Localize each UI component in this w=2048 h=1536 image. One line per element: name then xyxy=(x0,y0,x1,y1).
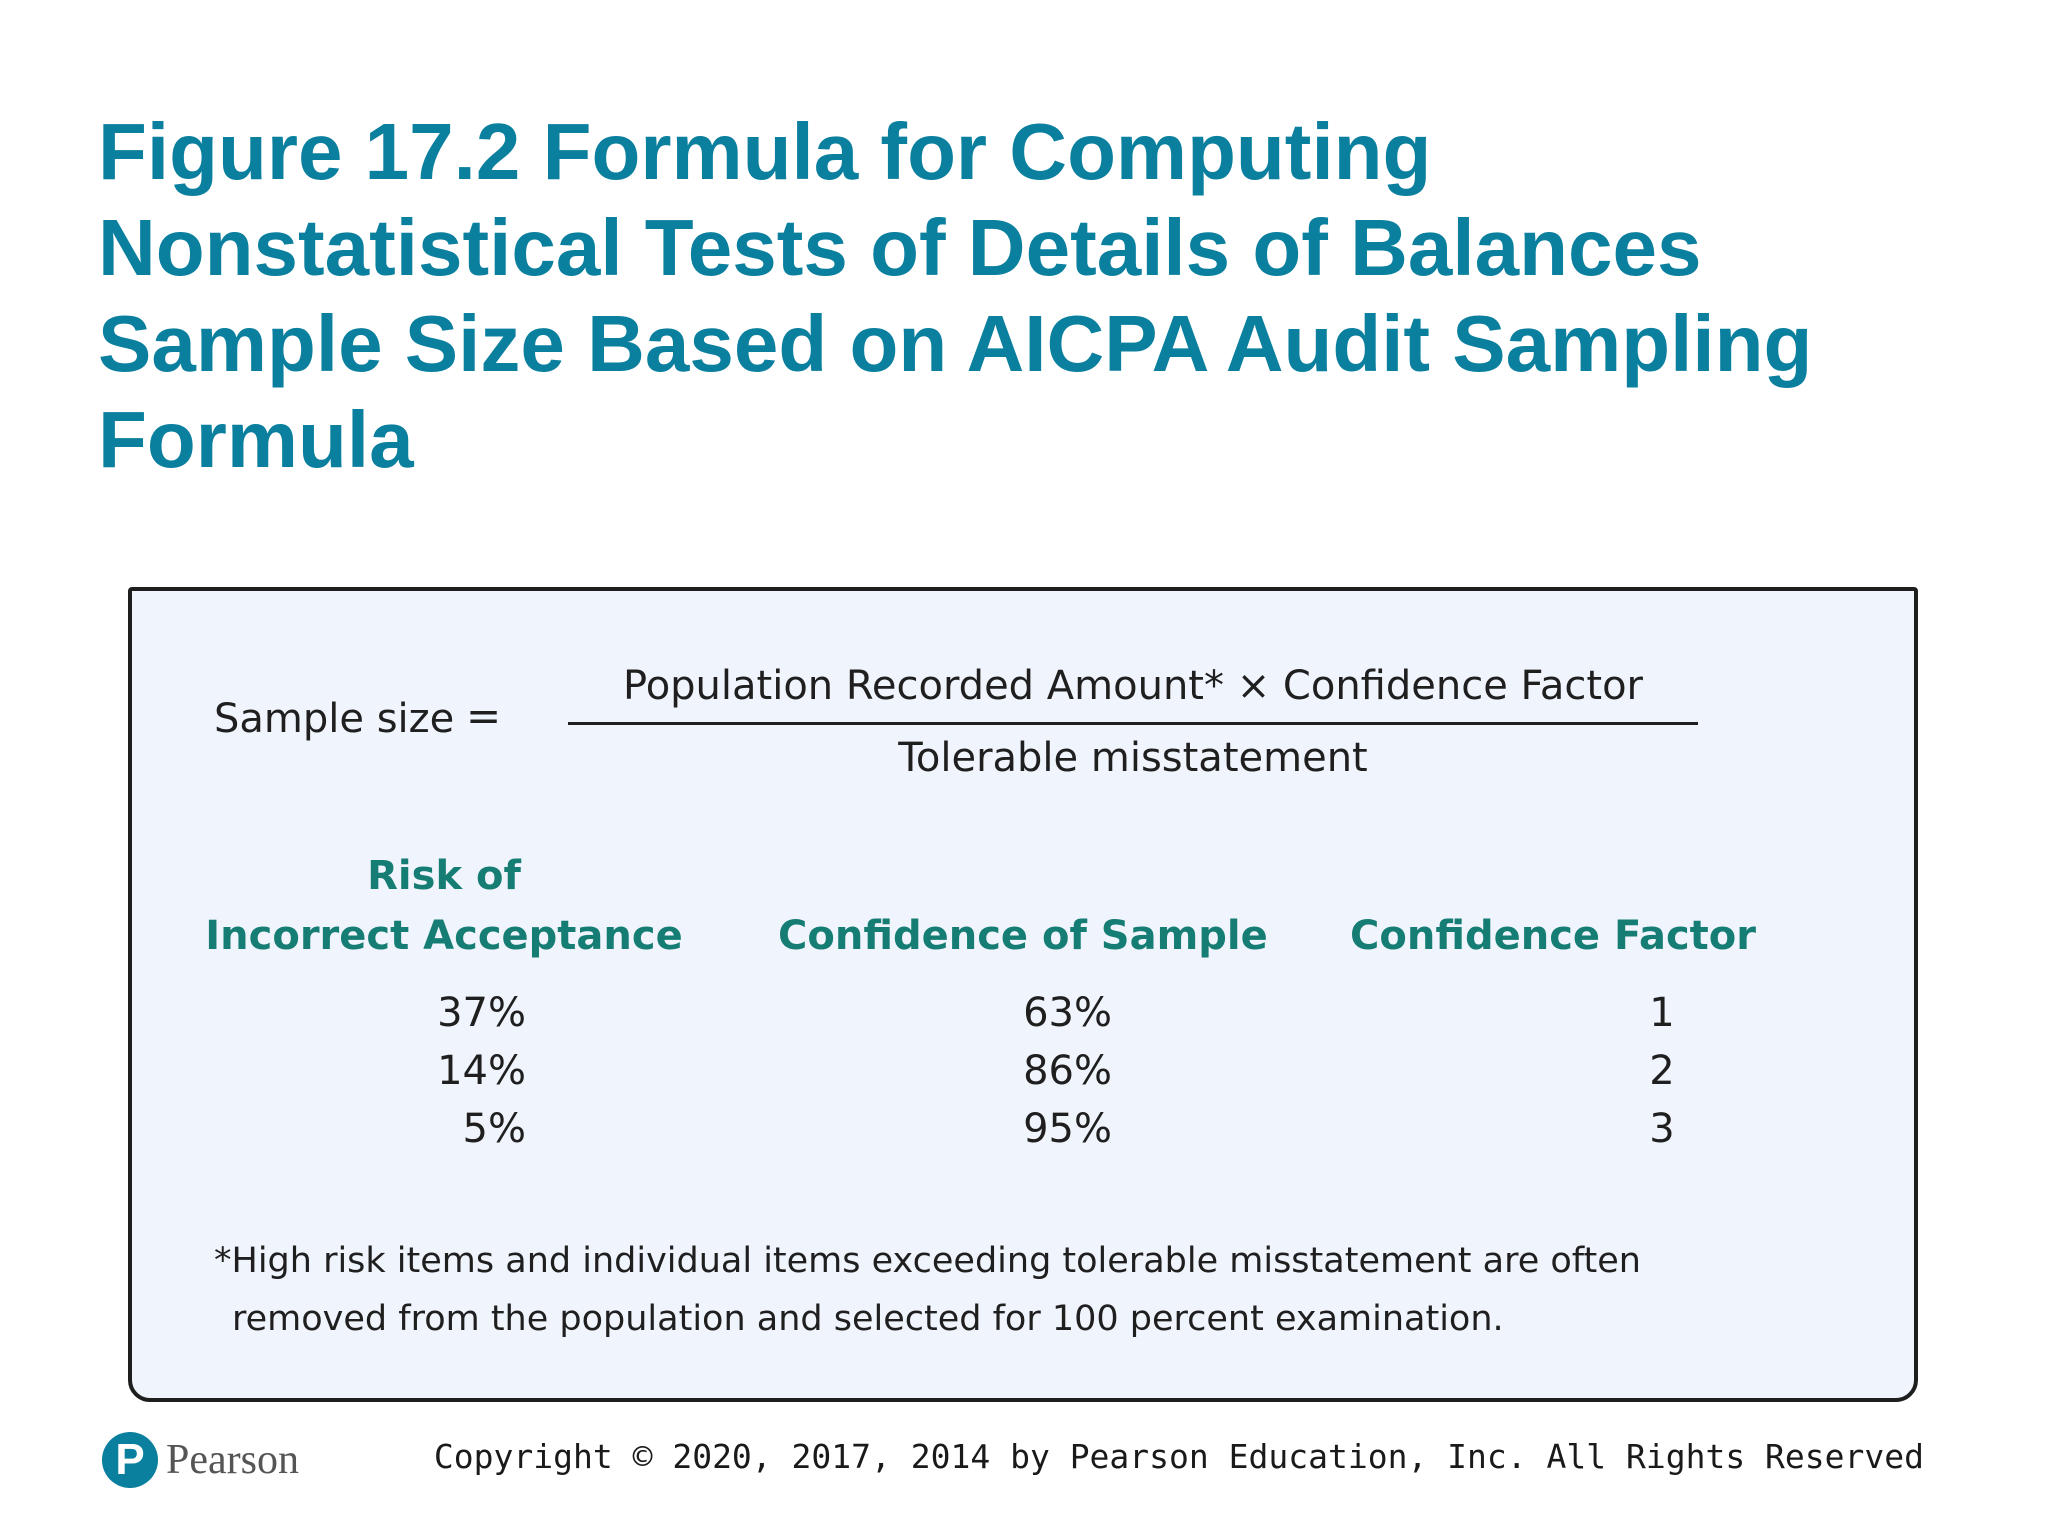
slide-title: Figure 17.2 Formula for Computing Nonsta… xyxy=(98,107,1813,484)
pearson-logo: P Pearson xyxy=(102,1430,299,1490)
copyright-notice: Copyright © 2020, 2017, 2014 by Pearson … xyxy=(433,1437,1924,1476)
formula-denominator: Tolerable misstatement xyxy=(898,735,1368,781)
confidence-cell: 95% xyxy=(1023,1106,1112,1152)
formula-numerator: Population Recorded Amount* × Confidence… xyxy=(623,663,1643,709)
header-line: Confidence Factor xyxy=(1350,913,1756,959)
figure-box: Sample size = Population Recorded Amount… xyxy=(128,587,1918,1402)
equals-sign: = xyxy=(466,691,502,740)
header-confidence-of-sample: Confidence of Sample xyxy=(778,906,1268,966)
footnote-line: removed from the population and selected… xyxy=(232,1299,1504,1339)
pearson-logo-icon: P xyxy=(102,1432,158,1488)
header-confidence-factor: Confidence Factor xyxy=(1338,906,1768,966)
factor-cell: 3 xyxy=(1649,1106,1675,1152)
factor-cell: 1 xyxy=(1649,990,1675,1036)
header-line: Confidence of Sample xyxy=(778,913,1268,959)
fraction-bar xyxy=(568,722,1698,725)
header-line: Incorrect Acceptance xyxy=(205,913,683,959)
confidence-cell: 63% xyxy=(1023,990,1112,1036)
confidence-cell: 86% xyxy=(1023,1048,1112,1094)
header-line: Risk of xyxy=(367,853,521,899)
factor-cell: 2 xyxy=(1649,1048,1675,1094)
header-risk-of-incorrect-acceptance: Risk of Incorrect Acceptance xyxy=(194,846,694,966)
risk-cell: 37% xyxy=(437,990,526,1036)
pearson-wordmark: Pearson xyxy=(166,1437,299,1483)
risk-cell: 14% xyxy=(437,1048,526,1094)
footnote-line: *High risk items and individual items ex… xyxy=(214,1241,1641,1281)
risk-cell: 5% xyxy=(462,1106,526,1152)
formula-label: Sample size xyxy=(214,696,455,742)
footnote: *High risk items and individual items ex… xyxy=(214,1232,1834,1348)
